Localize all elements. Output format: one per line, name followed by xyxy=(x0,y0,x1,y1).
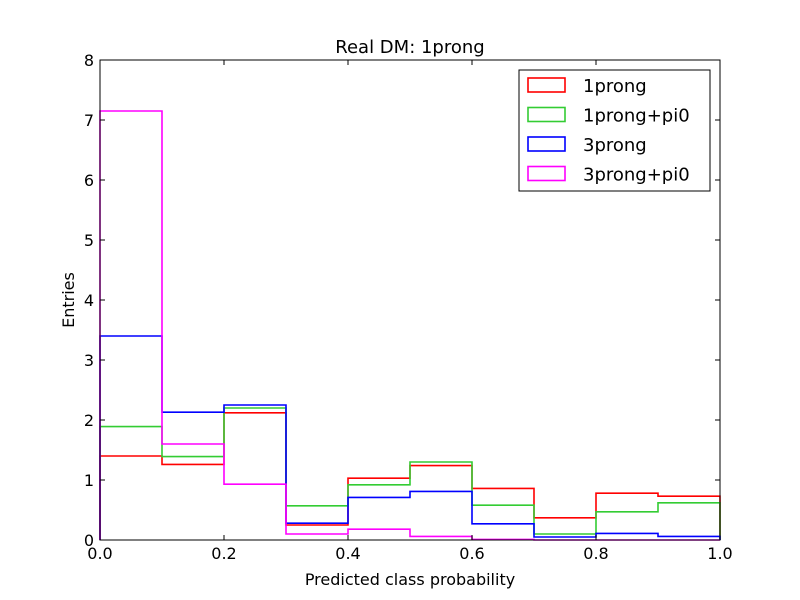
legend-label: 1prong+pi0 xyxy=(583,106,690,127)
legend-box xyxy=(518,69,711,192)
legend-swatch xyxy=(527,165,566,182)
y-tick-label: 7 xyxy=(84,111,94,130)
x-tick-label: 1.0 xyxy=(707,544,732,563)
y-tick-label: 8 xyxy=(84,51,94,70)
legend-label: 1prong xyxy=(583,76,647,97)
series-3prong xyxy=(99,335,721,540)
y-tick-label: 5 xyxy=(84,231,94,250)
x-tick-label: 0.8 xyxy=(583,544,608,563)
x-tick-label: 0.4 xyxy=(335,544,360,563)
x-tick-label: 0.2 xyxy=(211,544,236,563)
x-axis-label: Predicted class probability xyxy=(305,570,515,589)
legend-swatch xyxy=(527,136,566,152)
ticks-layer: 0.0 0.2 0.4 0.6 0.8 1.0 0 1 2 3 4 5 6 7 8 xyxy=(84,51,733,563)
y-axis-label: Entries xyxy=(59,272,78,328)
legend-label: 3prong+pi0 xyxy=(583,165,690,186)
legend-swatch xyxy=(527,77,566,93)
series-1prong-pi0 xyxy=(99,407,721,540)
legend-label: 3prong xyxy=(583,135,647,156)
legend: 1prong 1prong+pi0 3prong 3prong+pi0 xyxy=(518,69,711,192)
y-tick-label: 4 xyxy=(84,291,94,310)
y-tick-label: 1 xyxy=(84,471,94,490)
chart-title: Real DM: 1prong xyxy=(335,37,484,58)
y-tick-label: 2 xyxy=(84,411,94,430)
y-tick-label: 3 xyxy=(84,351,94,370)
legend-swatch xyxy=(527,106,566,123)
x-tick-label: 0.6 xyxy=(459,544,484,563)
y-tick-label: 6 xyxy=(84,171,94,190)
x-tick-label: 0.0 xyxy=(87,544,112,563)
y-tick-label: 0 xyxy=(84,531,94,550)
series-layer xyxy=(99,110,721,541)
